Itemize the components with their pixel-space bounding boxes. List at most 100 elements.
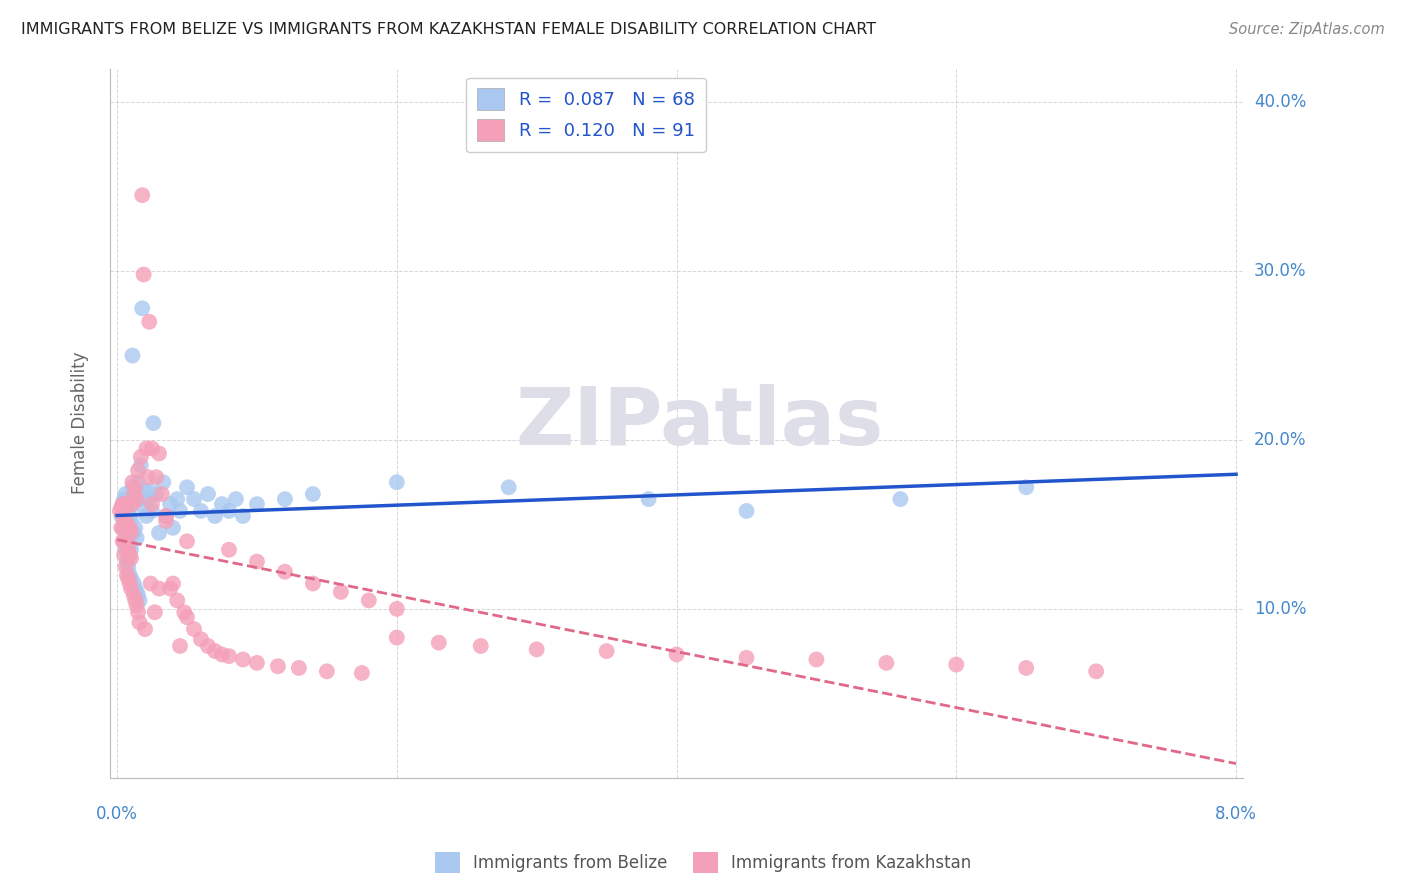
Text: 30.0%: 30.0% [1254,262,1306,280]
Point [127,588,149,602]
Point [128,492,150,507]
Point [114,534,136,549]
Point [159,582,181,596]
Point [218,504,240,518]
Point [128,593,150,607]
Point [115,555,138,569]
Point [159,497,181,511]
Legend: R =  0.087   N = 68, R =  0.120   N = 91: R = 0.087 N = 68, R = 0.120 N = 91 [467,78,706,153]
Point [125,599,148,613]
Point [218,649,240,664]
Point [145,487,167,501]
Point [129,458,152,473]
Point [141,442,163,456]
Point [302,487,325,501]
Point [124,521,146,535]
Point [118,548,141,562]
Point [148,446,170,460]
Point [117,504,139,518]
Point [150,487,173,501]
Point [129,450,152,464]
Point [122,525,145,540]
Point [169,639,191,653]
Point [121,475,143,490]
Point [145,470,167,484]
Point [232,652,254,666]
Point [114,497,136,511]
Point [127,463,149,477]
Point [176,610,198,624]
Point [120,514,142,528]
Point [117,521,139,535]
Point [139,576,162,591]
Point [111,508,134,523]
Point [128,615,150,630]
Point [385,631,408,645]
Point [121,497,143,511]
Point [131,188,153,202]
Point [136,470,159,484]
Point [117,542,139,557]
Point [350,665,373,680]
Point [124,480,146,494]
Point [112,492,135,507]
Text: 8.0%: 8.0% [1215,805,1257,823]
Point [274,565,297,579]
Point [110,521,132,535]
Point [183,492,205,507]
Point [115,517,138,532]
Point [385,602,408,616]
Point [108,504,131,518]
Point [115,568,138,582]
Point [112,521,135,535]
Point [148,582,170,596]
Point [357,593,380,607]
Point [166,492,188,507]
Point [141,504,163,518]
Point [197,639,219,653]
Point [112,504,135,518]
Point [595,644,617,658]
Text: ZIPatlas: ZIPatlas [515,384,883,462]
Point [427,635,450,649]
Point [183,622,205,636]
Point [132,500,155,515]
Point [112,504,135,518]
Point [385,475,408,490]
Point [274,492,297,507]
Point [115,525,138,540]
Point [176,480,198,494]
Point [1015,661,1038,675]
Point [889,492,911,507]
Point [134,622,156,636]
Point [118,576,141,591]
Point [127,475,149,490]
Point [138,483,160,498]
Point [945,657,967,672]
Point [142,416,165,430]
Point [112,548,135,562]
Point [162,521,184,535]
Point [190,504,212,518]
Point [122,487,145,501]
Point [112,534,135,549]
Point [115,538,138,552]
Point [665,648,688,662]
Point [110,500,132,515]
Point [111,534,134,549]
Point [173,605,195,619]
Point [806,652,828,666]
Point [204,644,226,658]
Point [315,665,337,679]
Point [498,480,520,494]
Point [267,659,290,673]
Point [155,508,177,523]
Point [135,442,157,456]
Point [135,508,157,523]
Point [121,349,143,363]
Point [155,514,177,528]
Point [117,531,139,545]
Point [117,559,139,574]
Point [114,517,136,532]
Point [166,593,188,607]
